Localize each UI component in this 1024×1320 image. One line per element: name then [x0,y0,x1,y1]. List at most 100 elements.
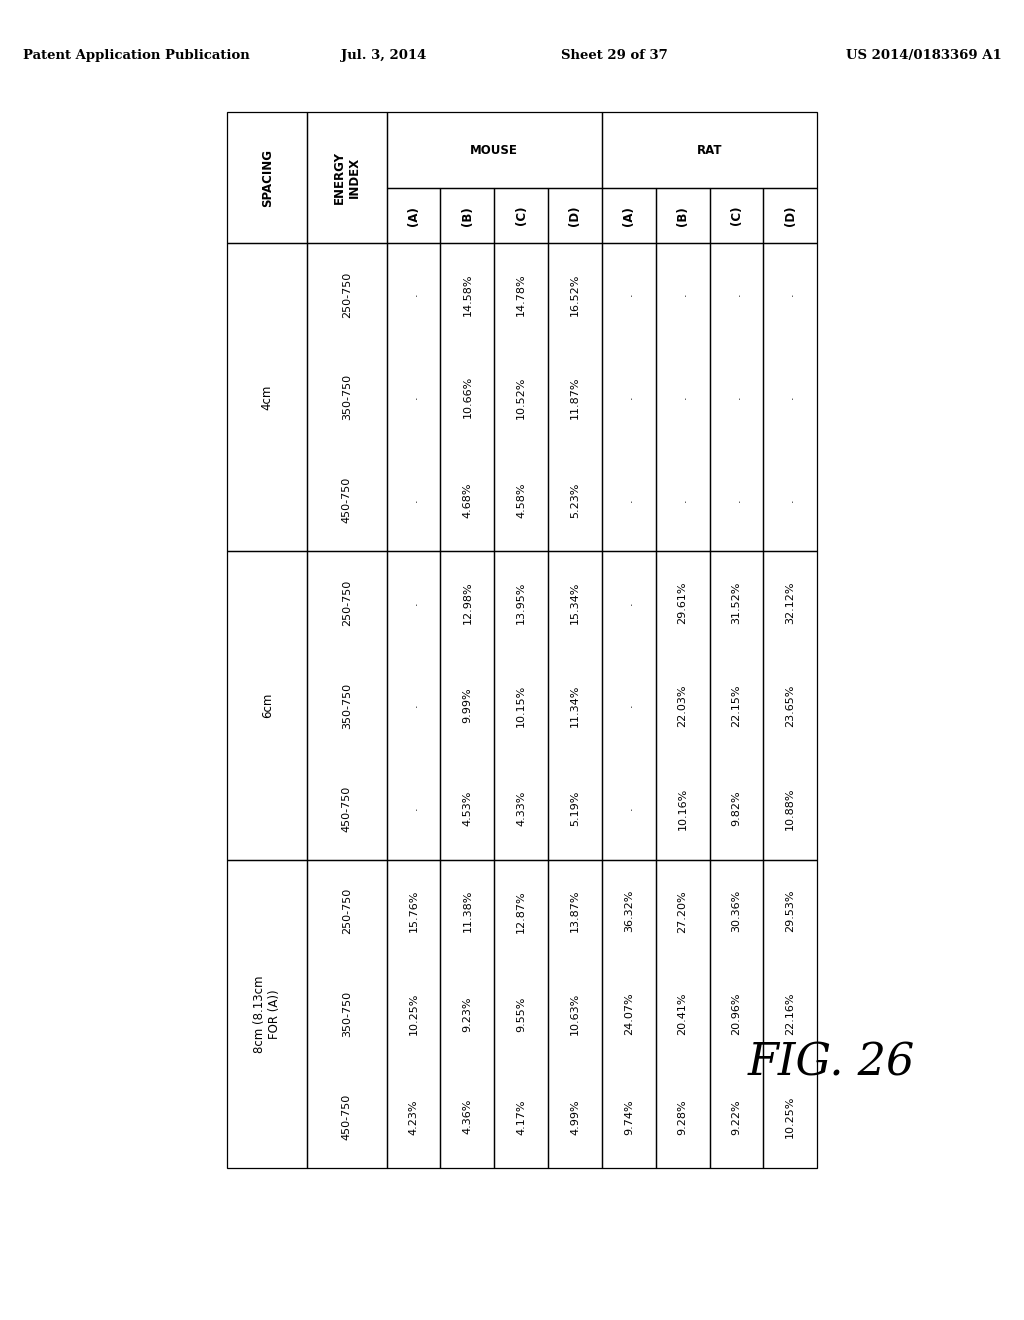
Text: .: . [624,601,634,605]
Text: 32.12%: 32.12% [785,582,796,624]
Text: Patent Application Publication: Patent Application Publication [23,49,249,62]
Text: 4.17%: 4.17% [516,1100,526,1135]
Text: .: . [678,293,688,297]
Bar [387,112,602,189]
Bar [387,243,440,552]
Text: 9.82%: 9.82% [731,791,741,826]
Text: 450-750: 450-750 [342,1094,352,1140]
Bar [495,552,548,859]
Bar [495,859,548,1168]
Bar [387,859,440,1168]
Text: 30.36%: 30.36% [731,890,741,932]
Bar [548,243,602,552]
Text: .: . [785,498,796,502]
Text: 6cm: 6cm [261,693,273,718]
Text: 10.52%: 10.52% [516,376,526,418]
Text: 350-750: 350-750 [342,991,352,1038]
Text: (A): (A) [408,206,420,226]
Text: 23.65%: 23.65% [785,685,796,727]
Text: 22.16%: 22.16% [785,993,796,1035]
Bar [655,552,710,859]
Text: 11.87%: 11.87% [570,376,580,418]
Text: 14.78%: 14.78% [516,273,526,315]
Text: 250-750: 250-750 [342,579,352,626]
Text: .: . [409,396,419,399]
Text: SPACING: SPACING [261,149,273,207]
Bar [307,112,387,243]
Bar [655,243,710,552]
Text: 350-750: 350-750 [342,375,352,420]
Text: 9.74%: 9.74% [624,1100,634,1135]
Bar [307,552,387,859]
Text: 9.23%: 9.23% [463,997,472,1032]
Bar [227,112,307,243]
Bar [548,552,602,859]
Text: .: . [624,498,634,502]
Bar [387,552,440,859]
Text: 10.66%: 10.66% [463,376,472,418]
Bar [602,243,655,552]
Text: 4cm: 4cm [261,384,273,411]
Bar [602,552,655,859]
Bar [548,859,602,1168]
Text: 9.99%: 9.99% [463,688,472,723]
Bar [763,552,817,859]
Text: .: . [624,807,634,810]
Text: 16.52%: 16.52% [570,273,580,315]
Text: ENERGY
INDEX: ENERGY INDEX [333,152,360,205]
Text: 450-750: 450-750 [342,477,352,523]
Text: 10.88%: 10.88% [785,787,796,830]
Bar [655,859,710,1168]
Text: 36.32%: 36.32% [624,890,634,932]
Text: 14.58%: 14.58% [463,273,472,315]
Text: 31.52%: 31.52% [731,582,741,624]
Bar [710,189,763,243]
Text: 10.63%: 10.63% [570,993,580,1035]
Text: .: . [624,396,634,399]
Bar [602,112,817,189]
Text: (A): (A) [623,206,635,226]
Text: 8cm (8.13cm
FOR (A)): 8cm (8.13cm FOR (A)) [253,975,282,1053]
Text: 4.33%: 4.33% [516,791,526,826]
Text: .: . [731,293,741,297]
Text: 29.61%: 29.61% [678,582,688,624]
Text: 250-750: 250-750 [342,888,352,935]
Bar [227,243,307,552]
Text: 9.28%: 9.28% [678,1100,688,1135]
Text: 9.55%: 9.55% [516,997,526,1032]
Text: 13.87%: 13.87% [570,890,580,932]
Text: 13.95%: 13.95% [516,582,526,624]
Bar [710,552,763,859]
Text: 10.25%: 10.25% [409,993,419,1035]
Text: 5.19%: 5.19% [570,791,580,826]
Text: (D): (D) [568,206,582,226]
Text: .: . [409,293,419,297]
Text: 10.16%: 10.16% [678,787,688,829]
Text: 350-750: 350-750 [342,682,352,729]
Bar [227,859,307,1168]
Bar [763,189,817,243]
Bar [763,859,817,1168]
Text: .: . [731,498,741,502]
Text: (B): (B) [461,206,474,226]
Text: 11.38%: 11.38% [463,890,472,932]
Bar [227,552,307,859]
Text: 4.68%: 4.68% [463,482,472,517]
Bar [710,859,763,1168]
Bar [710,243,763,552]
Text: .: . [785,396,796,399]
Text: 450-750: 450-750 [342,785,352,832]
Text: 9.22%: 9.22% [731,1100,741,1135]
Text: Sheet 29 of 37: Sheet 29 of 37 [561,49,668,62]
Text: US 2014/0183369 A1: US 2014/0183369 A1 [846,49,1001,62]
Text: 4.53%: 4.53% [463,791,472,826]
Bar [440,189,495,243]
Text: 250-750: 250-750 [342,272,352,318]
Text: RAT: RAT [696,144,722,157]
Text: 20.41%: 20.41% [678,993,688,1035]
Text: 12.87%: 12.87% [516,890,526,932]
Bar [602,859,655,1168]
Text: .: . [409,704,419,708]
Text: 27.20%: 27.20% [678,890,688,932]
Bar [655,189,710,243]
